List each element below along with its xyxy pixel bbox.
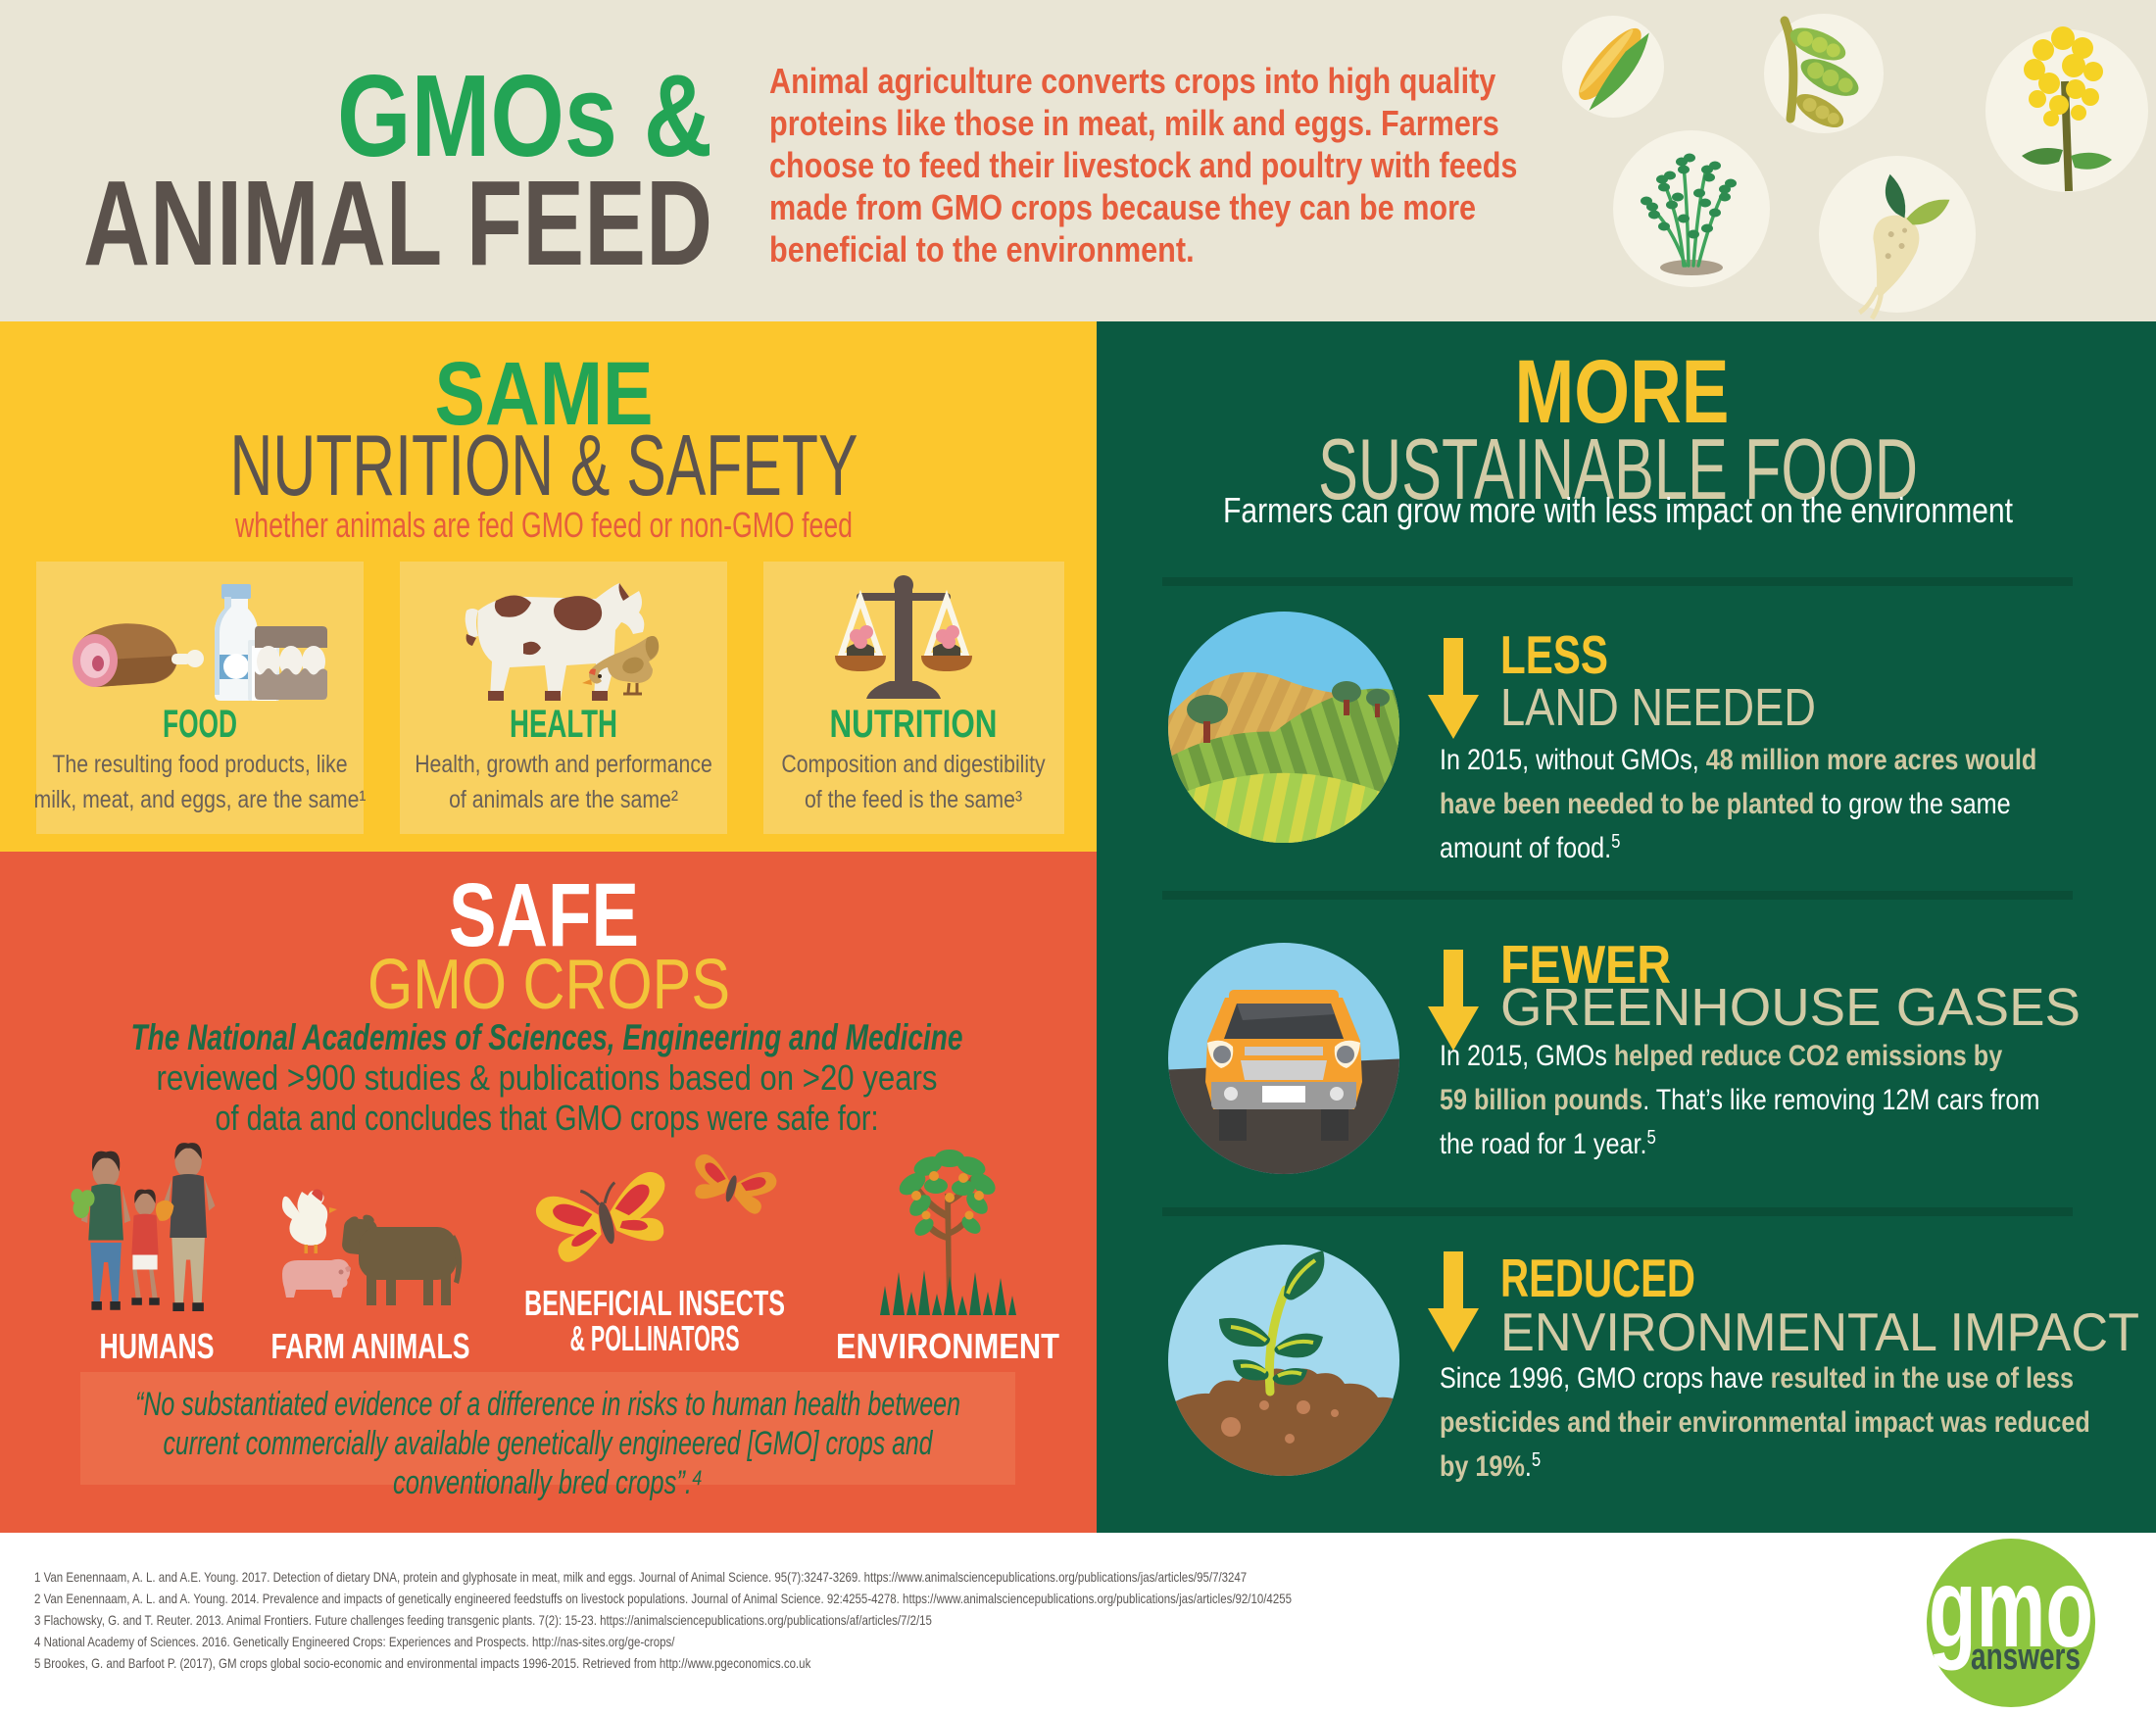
svg-text:LAND NEEDED: LAND NEEDED [1500,678,1816,729]
svg-text:whether animals are fed GMO fe: whether animals are fed GMO feed or non-… [234,505,853,545]
svg-text:gmo: gmo [1929,1545,2093,1671]
svg-text:NUTRITION: NUTRITION [830,703,998,746]
svg-text:ANIMAL FEED: ANIMAL FEED [83,157,712,274]
svg-text:& POLLINATORS: & POLLINATORS [570,1318,740,1358]
svg-text:of data and concludes that GMO: of data and concludes that GMO crops wer… [216,1098,879,1138]
svg-text:BENEFICIAL INSECTS: BENEFICIAL INSECTS [524,1284,785,1323]
svg-text:LESS: LESS [1500,624,1608,685]
svg-text:REDUCED: REDUCED [1500,1248,1695,1308]
svg-text:FARM ANIMALS: FARM ANIMALS [271,1326,470,1366]
svg-text:current commercially available: current commercially available genetical… [164,1425,934,1462]
svg-text:GMOs &: GMOs & [337,59,712,181]
svg-text:ENVIRONMENT: ENVIRONMENT [836,1326,1059,1366]
svg-text:SAME: SAME [435,359,654,444]
svg-text:SAFE: SAFE [449,880,639,965]
svg-text:The National Academies of Scie: The National Academies of Sciences, Engi… [131,1017,963,1057]
svg-text:NUTRITION & SAFETY: NUTRITION & SAFETY [230,416,858,514]
svg-text:answers: answers [1971,1637,2081,1678]
svg-text:“No substantiated evidence of: “No substantiated evidence of a differen… [135,1386,960,1423]
svg-text:ENVIRONMENTAL IMPACT: ENVIRONMENTAL IMPACT [1500,1301,2139,1354]
svg-text:HEALTH: HEALTH [510,703,617,746]
svg-text:FOOD: FOOD [163,703,237,746]
svg-text:conventionally bred crops”.⁴: conventionally bred crops”.⁴ [393,1464,703,1501]
svg-text:GREENHOUSE GASES: GREENHOUSE GASES [1500,978,2081,1037]
svg-text:GMO CROPS: GMO CROPS [368,946,730,1017]
svg-text:HUMANS: HUMANS [100,1326,215,1366]
svg-text:MORE: MORE [1515,358,1730,442]
svg-text:Farmers can grow more with les: Farmers can grow more with less impact o… [1223,496,2013,530]
svg-text:reviewed >900 studies & public: reviewed >900 studies & publications bas… [157,1057,938,1098]
svg-text:SUSTAINABLE FOOD: SUSTAINABLE FOOD [1318,420,1918,517]
svg-text:FEWER: FEWER [1500,934,1671,995]
